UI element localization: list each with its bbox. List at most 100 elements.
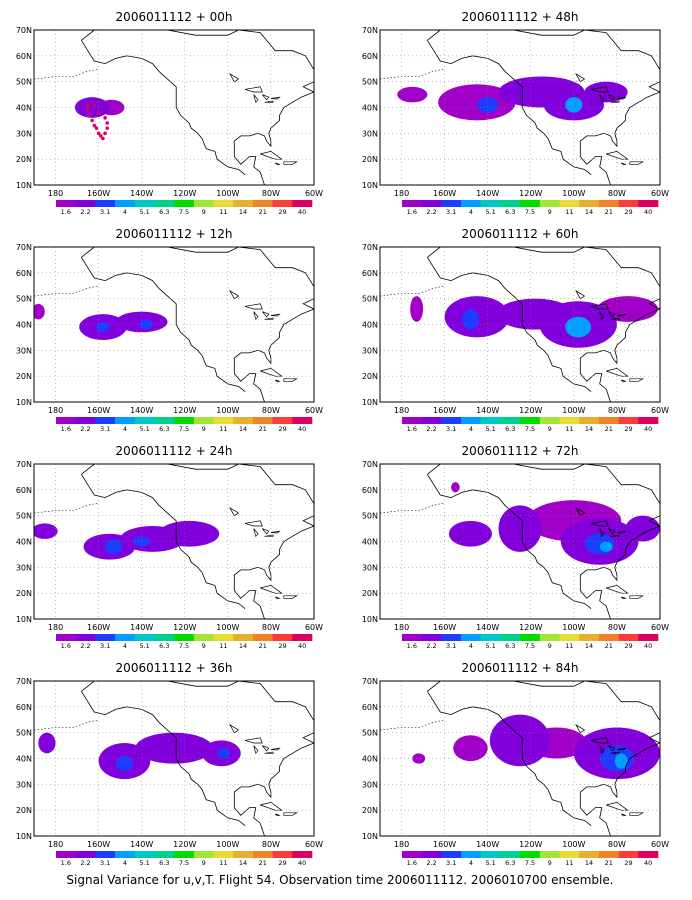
colorbar-label: 14 [585,859,593,867]
colorbar-label: 29 [278,859,286,867]
island-chain [380,285,445,297]
x-tick-label: 120W [173,623,196,632]
coastline [283,378,299,382]
x-tick-label: 100W [216,189,239,198]
y-tick-label: 60N [16,486,32,495]
colorbar-label: 9 [548,859,552,867]
colorbar-label: 5.1 [485,859,495,867]
coastline [274,813,281,817]
colorbar-label: 11 [219,642,227,650]
coastline [608,528,616,535]
colorbar-segment [233,634,254,641]
colorbar-segment [134,200,155,207]
colorbar-segment [441,851,462,858]
y-tick-label: 20N [16,372,32,381]
colorbar-label: 29 [624,859,632,867]
variance-contour [133,536,151,547]
colorbar-label: 40 [298,208,306,216]
colorbar-label: 2.2 [426,208,436,216]
colorbar-segment [292,851,313,858]
coastline [620,162,627,166]
colorbar-segment [421,200,442,207]
variance-contour [397,86,428,103]
colorbar-segment [500,634,521,641]
colorbar-segment [193,851,214,858]
colorbar-label: 5.1 [485,208,495,216]
colorbar-label: 9 [202,425,206,433]
y-tick-label: 20N [362,589,378,598]
x-tick-label: 180 [394,840,409,849]
coastline [260,802,283,811]
x-tick-label: 60W [651,189,669,198]
coastline [427,464,660,619]
colorbar-segment [252,634,273,641]
colorbar-segment [213,417,234,424]
coastline [629,378,645,382]
x-tick-label: 80W [608,406,626,415]
track-point [88,113,92,118]
variance-contour [625,515,660,542]
y-tick-label: 50N [16,295,32,304]
x-tick-label: 100W [216,406,239,415]
colorbar-segment [75,851,96,858]
map-area [34,30,314,185]
variance-contour [565,97,583,113]
variance-contour [34,303,45,320]
x-tick-label: 140W [130,840,153,849]
colorbar-segment [213,634,234,641]
track-point [101,136,105,141]
colorbar-label: 29 [624,425,632,433]
y-tick-label: 60N [362,486,378,495]
variance-contour [498,505,542,552]
x-tick-label: 180 [48,189,63,198]
map-frame [379,463,661,620]
colorbar-label: 2.2 [426,425,436,433]
coastline [253,94,259,104]
colorbar-label: 14 [585,208,593,216]
variance-contour [412,753,426,764]
x-tick-label: 60W [651,840,669,849]
y-tick-label: 50N [16,78,32,87]
figure-caption: Signal Variance for u,v,T. Flight 54. Ob… [66,873,613,887]
variance-contour [105,538,123,555]
colorbar-segment [75,417,96,424]
colorbar-segment [402,417,422,424]
x-tick-label: 180 [394,406,409,415]
coastline [270,530,281,534]
colorbar-segment [598,851,619,858]
x-tick-label: 60W [651,406,669,415]
colorbar-label: 5.1 [139,208,149,216]
colorbar-label: 21 [259,208,267,216]
x-tick-label: 120W [519,840,542,849]
colorbar-label: 6.3 [159,859,169,867]
panel-title: 2006011112 + 84h [462,661,579,675]
colorbar-segment [174,417,195,424]
colorbar-segment [618,417,639,424]
colorbar-segment [539,417,560,424]
colorbar-segment [154,851,175,858]
colorbar-label: 29 [278,208,286,216]
track-point [105,121,110,125]
track-point [98,134,103,138]
coastline [229,506,239,517]
panel-title: 2006011112 + 36h [116,661,233,675]
colorbar-label: 9 [548,425,552,433]
colorbar-segment [95,634,116,641]
variance-contour [461,309,480,330]
colorbar-label: 1.6 [61,642,71,650]
coastline [244,303,263,310]
variance-contour [74,97,110,118]
coastline [610,751,620,754]
coastline [629,812,645,816]
track-point [105,126,110,130]
coastline [270,96,281,100]
colorbar-segment [579,851,600,858]
colorbar-label: 9 [548,208,552,216]
island-chain [34,68,99,80]
colorbar-label: 21 [605,208,613,216]
coastline [606,151,629,160]
coastline [274,162,281,166]
map-frame [33,463,315,620]
coastline [610,534,620,537]
colorbar-segment [193,200,214,207]
